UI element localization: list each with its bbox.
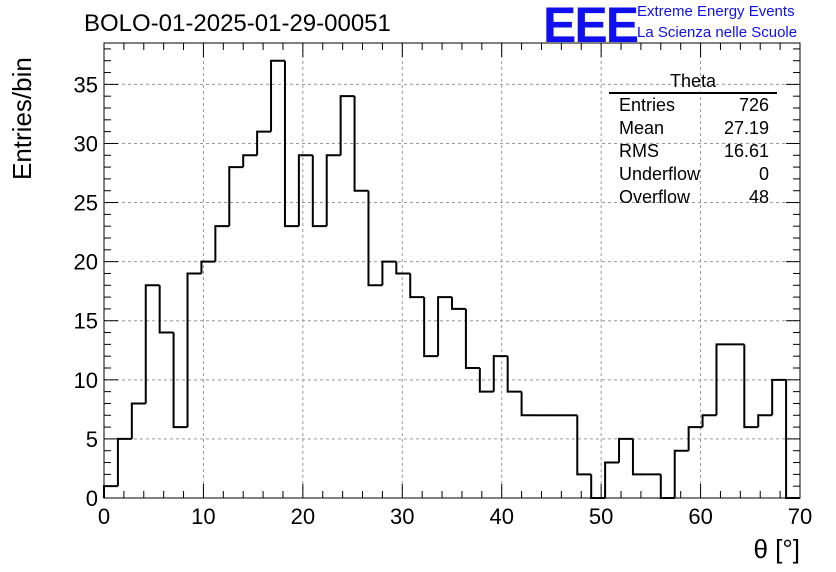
logo-subtitle-1: Extreme Energy Events [637, 3, 795, 20]
histogram-bin [214, 225, 230, 262]
histogram-bin [715, 343, 731, 416]
stats-row-entries: Entries 726 [609, 94, 777, 117]
stats-row-overflow: Overflow 48 [609, 186, 777, 209]
histogram-bin [409, 273, 425, 299]
histogram-bin [478, 368, 494, 393]
histogram-bin [576, 415, 592, 476]
histogram-bin [311, 155, 327, 228]
histogram-bin [618, 437, 633, 463]
histogram-bin [381, 260, 397, 286]
histogram-bin [339, 95, 355, 156]
histogram-bin [423, 297, 439, 358]
histogram-bin [464, 308, 480, 369]
plot-frame [103, 42, 801, 499]
stats-value: 726 [738, 95, 769, 115]
x-tick-label: 40 [489, 504, 513, 529]
histogram-bin [367, 190, 383, 287]
y-tick-label: 25 [74, 191, 98, 216]
stats-value: 48 [748, 187, 769, 207]
histogram-bin [116, 437, 132, 487]
y-tick-labels: 0 5 10 15 20 25 30 35 [74, 72, 98, 511]
stats-box-title: Theta [609, 70, 777, 94]
x-tick-label: 60 [688, 504, 712, 529]
histogram-bin [256, 130, 272, 156]
histogram-bins [103, 59, 800, 499]
histogram-bin [659, 474, 675, 499]
histogram-bin [242, 154, 258, 168]
x-tick-label: 10 [191, 504, 215, 529]
histogram-bin [200, 260, 216, 274]
eee-logo: EEE [543, 0, 639, 53]
stats-label: Overflow [619, 187, 691, 207]
histogram-bin [590, 474, 606, 499]
stats-value: 27.19 [723, 118, 769, 138]
y-tick-label: 20 [74, 250, 98, 275]
x-tick-label: 0 [98, 504, 110, 529]
histogram-bin [506, 356, 522, 393]
histogram-bin [172, 332, 188, 429]
histogram-bin [103, 485, 118, 498]
histogram-bin [687, 426, 703, 451]
axis-ticks [103, 43, 801, 499]
stats-label: Underflow [619, 164, 701, 184]
histogram-bin [673, 449, 689, 498]
histogram-bin [130, 402, 146, 439]
histogram-bin [283, 60, 299, 228]
histogram-bin [451, 297, 466, 310]
histogram-bin [186, 272, 202, 428]
histogram-bin [228, 166, 244, 227]
stats-value: 16.61 [723, 141, 769, 161]
histogram-bin [270, 59, 285, 132]
stats-label: RMS [619, 141, 659, 161]
histogram-bin [520, 391, 536, 417]
histogram-bin [395, 261, 411, 275]
x-axis-title: θ [°] [753, 534, 800, 564]
logo-subtitle-2: La Scienza nelle Scuole [637, 24, 798, 41]
histogram-bin [492, 355, 508, 392]
x-tick-label: 20 [291, 504, 315, 529]
stats-label: Mean [619, 118, 665, 138]
stats-row-rms: RMS 16.61 [609, 140, 777, 163]
histogram-bin [297, 154, 313, 227]
stats-value: 0 [758, 164, 769, 184]
histogram-bin [631, 438, 647, 476]
y-tick-label: 15 [74, 309, 98, 334]
histogram-bin [743, 344, 759, 429]
y-tick-label: 30 [74, 131, 98, 156]
histogram-bin [437, 296, 452, 357]
stats-row-underflow: Underflow 0 [609, 163, 777, 186]
x-tick-labels: 0 10 20 30 40 50 60 70 [98, 504, 812, 529]
x-tick-label: 30 [390, 504, 414, 529]
x-tick-label: 70 [788, 504, 812, 529]
histogram-bin [325, 154, 341, 227]
histogram-bin [771, 378, 787, 416]
y-tick-label: 0 [86, 486, 98, 511]
x-tick-label: 50 [589, 504, 613, 529]
stats-box: Theta Entries 726 Mean 27.19 RMS 16.61 U… [609, 70, 777, 209]
y-axis-title: Entries/bin [7, 57, 37, 180]
histogram-bin [353, 96, 369, 192]
histogram-bin [757, 414, 773, 428]
grid-lines [104, 43, 800, 498]
histogram-bin [158, 285, 174, 334]
y-tick-label: 10 [74, 368, 98, 393]
histogram-bin [144, 284, 160, 404]
stats-label: Entries [619, 95, 676, 115]
y-tick-label: 5 [86, 427, 98, 452]
stats-row-mean: Mean 27.19 [609, 117, 777, 140]
chart-title: BOLO-01-2025-01-29-00051 [84, 10, 391, 37]
y-tick-label: 35 [74, 72, 98, 97]
histogram-bin [701, 414, 717, 428]
histogram-bin [604, 461, 620, 498]
